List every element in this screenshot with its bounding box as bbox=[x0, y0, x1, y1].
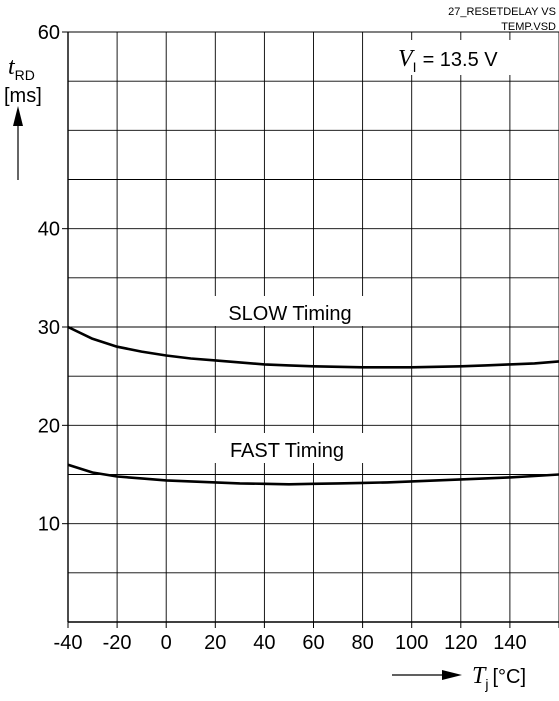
fast-label-box bbox=[206, 433, 366, 463]
y-tick-label: 30 bbox=[38, 317, 60, 339]
x-axis-label: Tj [°C] bbox=[472, 663, 526, 692]
series-label-fast: FAST Timing bbox=[230, 440, 344, 462]
x-tick-labels: -40 -20 0 20 40 60 80 100 120 140 bbox=[54, 632, 527, 654]
y-axis-arrow-head bbox=[13, 106, 23, 126]
series-line-slow bbox=[67, 325, 559, 369]
x-tick-label: 0 bbox=[161, 632, 172, 654]
x-axis-arrow-head bbox=[442, 670, 462, 680]
x-axis-subscript: j bbox=[484, 676, 488, 692]
x-tick-label: 80 bbox=[351, 632, 373, 654]
y-axis-subscript: RD bbox=[15, 67, 35, 83]
y-tick-label: 10 bbox=[38, 514, 60, 536]
y-tick-labels: 10 20 30 40 60 bbox=[38, 22, 60, 536]
condition-label: VI = 13.5 V bbox=[398, 46, 498, 75]
slow-label-box bbox=[206, 296, 378, 326]
x-tick-label: 40 bbox=[253, 632, 275, 654]
y-axis-unit: [ms] bbox=[4, 85, 42, 107]
x-tick-label: 20 bbox=[204, 632, 226, 654]
file-label-line1: 27_RESETDELAY VS bbox=[448, 6, 556, 18]
data-lines bbox=[67, 325, 559, 486]
file-label-line2: TEMP.VSD bbox=[501, 21, 556, 33]
x-tick-label: 60 bbox=[302, 632, 324, 654]
condition-subscript: I bbox=[413, 59, 417, 75]
x-tick-label: 120 bbox=[444, 632, 477, 654]
y-tick-label: 40 bbox=[38, 219, 60, 241]
y-tick-label: 20 bbox=[38, 415, 60, 437]
x-tick-label: -40 bbox=[54, 632, 83, 654]
condition-box bbox=[392, 40, 527, 75]
x-tick-label: 140 bbox=[493, 632, 526, 654]
x-axis-symbol: T bbox=[472, 663, 487, 689]
x-axis-unit: [°C] bbox=[492, 666, 526, 688]
y-tick-label: 60 bbox=[38, 22, 60, 44]
condition-symbol: V bbox=[398, 46, 415, 72]
grid bbox=[62, 31, 559, 628]
x-tick-label: 100 bbox=[395, 632, 428, 654]
series-label-slow: SLOW Timing bbox=[228, 303, 351, 325]
condition-value: = 13.5 V bbox=[423, 49, 499, 71]
series-line-fast bbox=[67, 463, 559, 486]
x-tick-label: -20 bbox=[103, 632, 132, 654]
y-axis-symbol: tRD bbox=[8, 54, 35, 83]
